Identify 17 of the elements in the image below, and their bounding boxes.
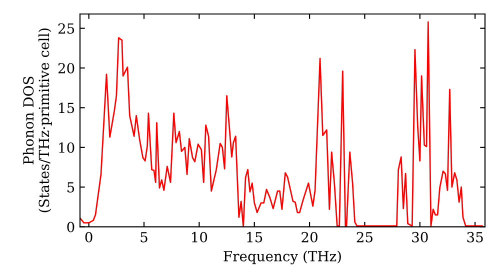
y-tick-label: 10 [59, 142, 74, 153]
y-tick-label: 20 [58, 62, 74, 74]
y-tick-label: 25 [58, 23, 74, 34]
y-axis-title: Phonon DOS (States/THz·primitive cell) [22, 28, 52, 212]
x-tick-label: 5 [140, 232, 148, 242]
y-tick-label: 5 [67, 182, 74, 193]
x-tick-label: 10 [192, 232, 208, 242]
y-tick-label: 0 [67, 222, 74, 232]
x-tick-label: 15 [247, 232, 262, 242]
x-tick-label: 25 [356, 232, 372, 242]
x-tick-label: 30 [412, 232, 428, 242]
x-tick-label: 35 [467, 232, 483, 242]
x-tick-label: 20 [302, 232, 318, 242]
x-tick-label: 0 [85, 232, 92, 242]
x-axis-title: Frequency (THz) [224, 250, 341, 264]
line-series [80, 21, 483, 227]
y-tick-label: 15 [59, 102, 74, 114]
